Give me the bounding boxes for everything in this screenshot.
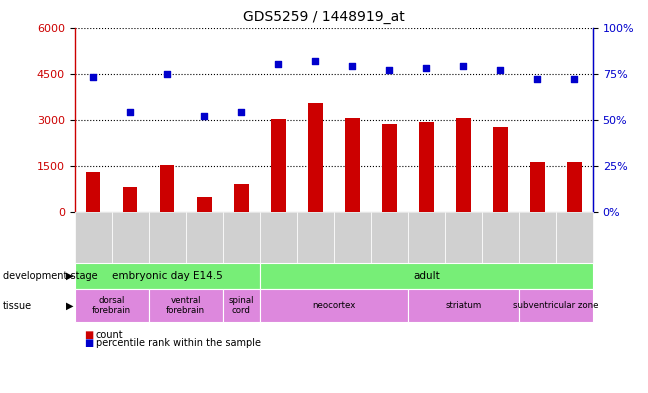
Bar (493, 127, 508, 212)
Bar (234, 184, 249, 212)
Bar (567, 162, 582, 212)
Bar (530, 162, 545, 212)
Bar (345, 118, 360, 212)
Point (125, 109, 135, 116)
Text: count: count (96, 330, 124, 340)
Bar (456, 118, 470, 212)
Point (162, 70, 172, 77)
Text: ventral
forebrain: ventral forebrain (166, 296, 205, 315)
Point (495, 67, 505, 73)
Text: GDS5259 / 1448919_at: GDS5259 / 1448919_at (243, 10, 405, 24)
Point (421, 65, 432, 71)
Text: neocortex: neocortex (312, 301, 355, 310)
Point (88, 74, 98, 81)
Bar (197, 197, 211, 212)
Point (199, 113, 209, 119)
Point (273, 61, 283, 68)
Text: subventricular zone: subventricular zone (513, 301, 599, 310)
Point (347, 63, 358, 70)
Bar (86, 172, 100, 212)
Bar (271, 119, 286, 212)
Text: ▶: ▶ (66, 301, 74, 310)
Bar (122, 187, 137, 212)
Bar (419, 122, 434, 212)
Bar (382, 124, 397, 212)
Text: dorsal
forebrain: dorsal forebrain (92, 296, 131, 315)
Text: adult: adult (413, 271, 439, 281)
Point (310, 58, 320, 64)
Point (458, 63, 469, 70)
Text: ■: ■ (84, 338, 93, 348)
Bar (159, 165, 174, 212)
Point (569, 76, 579, 83)
Text: tissue: tissue (3, 301, 32, 310)
Text: percentile rank within the sample: percentile rank within the sample (96, 338, 261, 348)
Point (236, 109, 246, 116)
Point (384, 67, 395, 73)
Text: spinal
cord: spinal cord (228, 296, 254, 315)
Point (532, 76, 542, 83)
Bar (308, 103, 323, 212)
Text: development stage: development stage (3, 271, 98, 281)
Text: striatum: striatum (445, 301, 481, 310)
Text: ▶: ▶ (66, 271, 74, 281)
Text: ■: ■ (84, 330, 93, 340)
Text: embryonic day E14.5: embryonic day E14.5 (111, 271, 222, 281)
